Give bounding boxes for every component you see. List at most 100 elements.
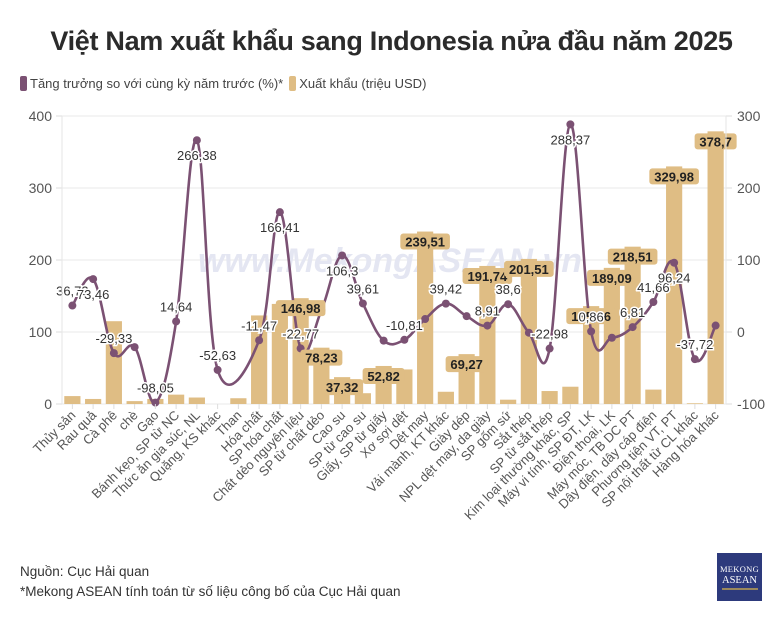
line-value-label: 166,41	[260, 220, 300, 235]
y-left-tick-label: 400	[29, 108, 53, 124]
line-point[interactable]	[213, 365, 222, 374]
bar[interactable]	[230, 398, 247, 404]
bar-value-label: 69,27	[450, 357, 483, 372]
bar[interactable]	[666, 166, 683, 404]
logo-line1: MEKONG	[719, 564, 760, 574]
line-value-label: 106,3	[326, 263, 359, 278]
bar[interactable]	[437, 391, 454, 404]
bar-value-label: 78,23	[305, 351, 338, 366]
y-right-tick-label: 100	[737, 252, 761, 268]
line-point[interactable]	[690, 355, 699, 364]
line-point[interactable]	[504, 300, 513, 309]
bar-label-bg	[649, 168, 699, 185]
line-point[interactable]	[711, 321, 720, 330]
bar[interactable]	[541, 391, 558, 404]
bar[interactable]	[85, 398, 102, 404]
bar[interactable]	[686, 403, 703, 404]
logo-line2: ASEAN	[721, 575, 757, 586]
bar-label-bg	[566, 308, 616, 325]
line-point[interactable]	[524, 328, 533, 337]
bar-value-label: 378,7	[699, 134, 732, 149]
line-value-label: 8,91	[475, 304, 500, 319]
bar[interactable]	[64, 396, 81, 404]
line-value-label: -22,98	[531, 327, 568, 342]
line-point[interactable]	[109, 349, 118, 358]
line-point[interactable]	[151, 398, 160, 407]
y-left-tick-label: 300	[29, 180, 53, 196]
line-value-label: 266,38	[177, 148, 217, 163]
bar-label-bg	[400, 233, 450, 250]
line-point[interactable]	[483, 321, 492, 330]
chart-svg: www.MekongASEAN.vn 146,9878,2337,3252,82…	[29, 108, 766, 523]
line-point[interactable]	[628, 323, 637, 332]
line-point[interactable]	[545, 344, 554, 353]
line-point[interactable]	[587, 327, 596, 336]
bar-value-label: 52,82	[367, 369, 400, 384]
line-value-label: 288,37	[550, 132, 590, 147]
line-point[interactable]	[89, 275, 98, 284]
line-value-label: 14,64	[160, 299, 193, 314]
line-point[interactable]	[441, 299, 450, 308]
line-point[interactable]	[358, 299, 367, 308]
bar[interactable]	[479, 265, 496, 404]
legend-item-export[interactable]: Xuất khẩu (triệu USD)	[289, 76, 426, 91]
line-point[interactable]	[68, 301, 77, 310]
y-right-tick-label: 300	[737, 108, 761, 124]
source-note: Nguồn: Cục Hải quan	[20, 564, 150, 579]
y-left-tick-label: 200	[29, 252, 53, 268]
line-value-label: 39,61	[347, 281, 380, 296]
y-right-tick-label: 200	[737, 180, 761, 196]
line-point[interactable]	[172, 317, 181, 326]
line-point[interactable]	[462, 312, 471, 321]
line-point[interactable]	[255, 336, 264, 345]
bar-label-bg	[504, 260, 554, 277]
line-value-label: -22,77	[282, 326, 319, 341]
line-value-label: 0,86	[578, 309, 603, 324]
line-point[interactable]	[192, 136, 201, 145]
bar-label-bg	[275, 300, 326, 317]
bar[interactable]	[168, 394, 185, 404]
legend-swatch-export	[289, 76, 297, 91]
bar[interactable]	[583, 306, 600, 404]
line-point[interactable]	[379, 336, 388, 345]
legend: Tăng trưởng so với cùng kỳ năm trước (%)…	[20, 76, 432, 91]
line-point[interactable]	[670, 258, 679, 267]
bar-value-label: 191,74	[467, 269, 508, 284]
line-point[interactable]	[607, 333, 616, 342]
line-value-label: 39,42	[430, 282, 463, 297]
bar[interactable]	[645, 389, 662, 404]
bar-label-bg	[587, 269, 637, 286]
bar[interactable]	[707, 131, 724, 404]
line-point[interactable]	[275, 208, 284, 217]
line-point[interactable]	[566, 120, 575, 129]
legend-item-growth[interactable]: Tăng trưởng so với cùng kỳ năm trước (%)…	[20, 76, 283, 91]
footer: Nguồn: Cục Hải quan *Mekong ASEAN tính t…	[20, 562, 401, 602]
bar[interactable]	[126, 401, 143, 404]
calculation-note: *Mekong ASEAN tính toán từ số liệu công …	[20, 584, 401, 599]
bar[interactable]	[251, 315, 268, 404]
bar-label-bg	[607, 248, 658, 265]
y-right-tick-label: 0	[737, 324, 745, 340]
bar-label-bg	[300, 349, 343, 366]
line-value-label: -29,33	[95, 331, 132, 346]
line-labels: 36,7373,46-29,33-98,0514,64266,38-52,63-…	[55, 131, 715, 397]
bar-value-label: 146,98	[281, 301, 321, 316]
bar[interactable]	[188, 397, 205, 404]
chart-title: Việt Nam xuất khẩu sang Indonesia nửa đầ…	[50, 26, 733, 56]
legend-label-export: Xuất khẩu (triệu USD)	[299, 76, 427, 91]
line-value-label: -98,05	[137, 381, 174, 396]
line-value-label: 73,46	[77, 287, 110, 302]
bar-labels: 146,98 78,23 37,32 52,82 239,51 69,27 191,74 20…	[275, 133, 737, 396]
bar[interactable]	[271, 303, 288, 404]
bar[interactable]	[562, 386, 579, 404]
bar-value-label: 329,98	[654, 169, 694, 184]
bar[interactable]	[354, 393, 371, 404]
line-point[interactable]	[421, 315, 430, 324]
line-point[interactable]	[400, 335, 409, 344]
line-point[interactable]	[338, 251, 347, 260]
line-point[interactable]	[649, 298, 658, 307]
line-point[interactable]	[130, 343, 139, 352]
logo-rule	[721, 588, 758, 590]
line-value-label: -37,72	[676, 337, 713, 352]
bar[interactable]	[500, 399, 517, 404]
